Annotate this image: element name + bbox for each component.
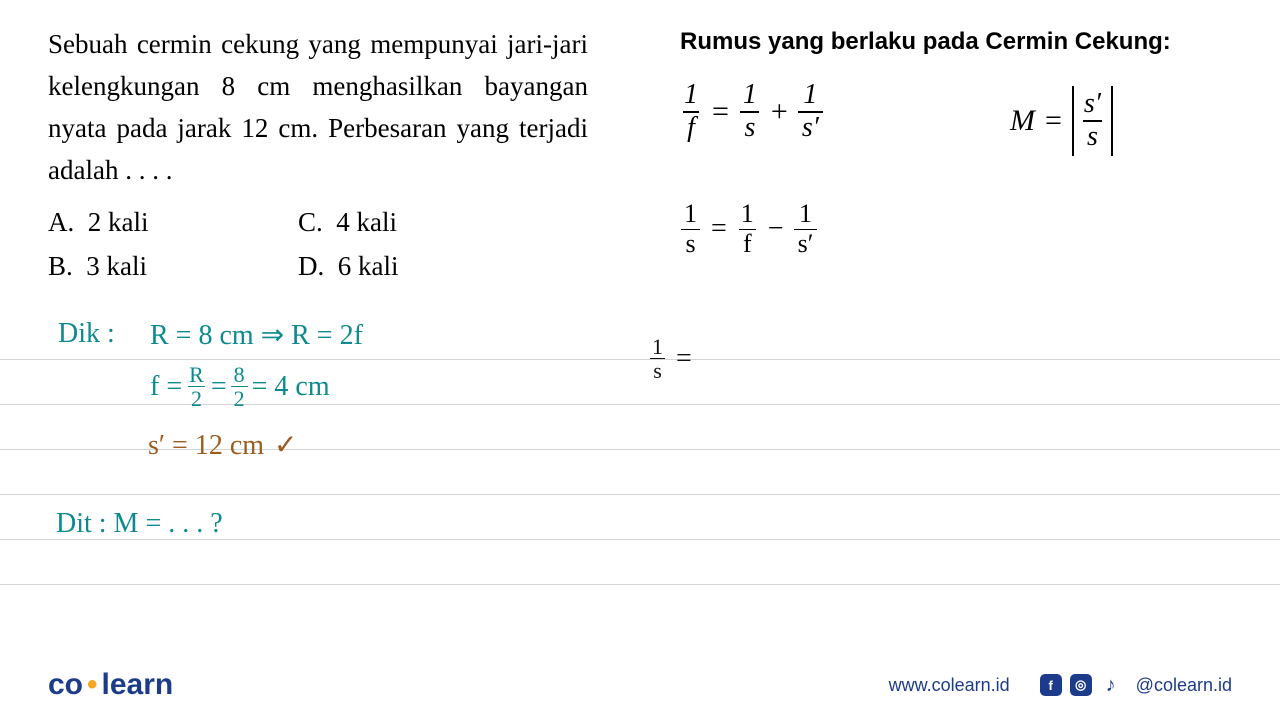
mirror-equation: 1 f = 1 s + 1 s′ <box>680 80 823 144</box>
magnification-equation: M = s′ s <box>1010 86 1113 156</box>
brand-logo: co•learn <box>48 668 173 702</box>
logo-dot-icon: • <box>83 668 102 701</box>
option-c: C. 4 kali <box>298 201 548 244</box>
given-line-2: f = R 2 = 8 2 = 4 cm <box>150 363 330 410</box>
option-b: B. 3 kali <box>48 245 298 288</box>
dit-line: Dit : M = . . . ? <box>56 508 223 540</box>
options-grid: A. 2 kali C. 4 kali B. 3 kali D. 6 kali <box>48 201 588 287</box>
footer: co•learn www.colearn.id f ◎ ♪ @colearn.i… <box>0 668 1280 702</box>
formula-title: Rumus yang berlaku pada Cermin Cekung: <box>680 28 1171 56</box>
abs-bar-left <box>1072 86 1074 156</box>
option-a: A. 2 kali <box>48 201 298 244</box>
frac-1-over-f: 1 f <box>680 80 702 144</box>
option-d: D. 6 kali <box>298 245 548 288</box>
given-line-3: s′ = 12 cm <box>148 428 298 462</box>
frac-sprime-over-s: s′ s <box>1080 89 1105 153</box>
partial-1-over-s: 1 s = <box>645 335 692 382</box>
abs-bar-right <box>1111 86 1113 156</box>
instagram-icon: ◎ <box>1070 674 1092 696</box>
dik-label: Dik : <box>58 318 115 350</box>
website-url: www.colearn.id <box>889 675 1010 696</box>
question-text: Sebuah cermin cekung yang mempunyai jari… <box>48 24 588 191</box>
frac-1-over-sprime: 1 s′ <box>798 80 823 144</box>
question-block: Sebuah cermin cekung yang mempunyai jari… <box>48 24 588 288</box>
tiktok-icon: ♪ <box>1100 674 1122 696</box>
given-line-1: R = 8 cm ⇒ R = 2f <box>150 318 363 352</box>
derived-equation-handwritten: 1s = 1f − 1s′ <box>680 200 817 258</box>
frac-1-over-s: 1 s <box>739 80 761 144</box>
social-icons: f ◎ ♪ @colearn.id <box>1040 674 1232 696</box>
social-handle: @colearn.id <box>1136 675 1232 696</box>
facebook-icon: f <box>1040 674 1062 696</box>
